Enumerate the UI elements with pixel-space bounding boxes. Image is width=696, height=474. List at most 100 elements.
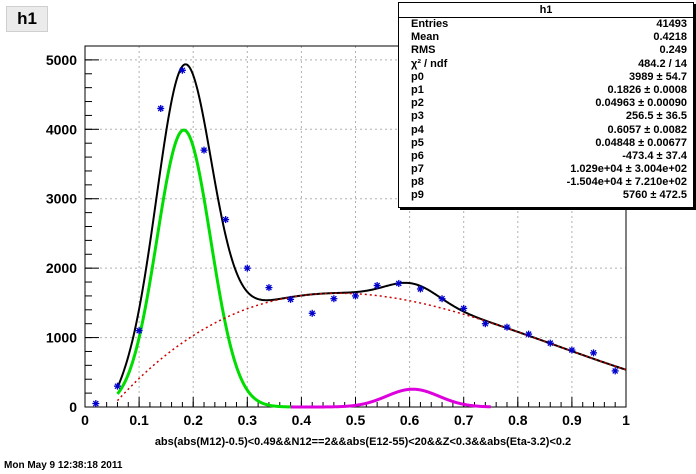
x-tick-label: 0.5: [346, 412, 366, 428]
data-point: [590, 349, 598, 357]
stats-row-name: p0: [411, 70, 424, 83]
data-point: [438, 295, 446, 303]
stats-row-rms: RMS 0.249: [399, 44, 693, 57]
stats-row-value: 0.04848 ± 0.00677: [595, 136, 687, 149]
data-point-stroke: [287, 296, 294, 303]
x-tick-label: 0.4: [292, 412, 312, 428]
stats-row-name: p9: [411, 189, 424, 202]
y-tick-label: 3000: [46, 191, 77, 207]
data-point: [460, 304, 468, 312]
stats-row-p5: p5 0.04848 ± 0.00677: [399, 137, 693, 150]
data-point-stroke: [612, 367, 619, 374]
stats-row-mean: Mean 0.4218: [399, 31, 693, 44]
y-tick-label: 5000: [46, 52, 77, 68]
data-point: [178, 66, 186, 74]
fit-curves: [116, 63, 627, 409]
fit-curve-gaus1: [116, 128, 302, 409]
stats-title: h1: [399, 3, 693, 18]
fit-curve-gaus2: [290, 387, 491, 409]
y-tick-label: 0: [69, 399, 77, 415]
data-point: [373, 282, 381, 290]
data-point-stroke: [568, 347, 575, 354]
data-point: [157, 104, 165, 112]
stats-row-value: 484.2 / 14: [638, 57, 687, 70]
stats-row-value: -1.504e+04 ± 7.210e+02: [566, 176, 687, 189]
data-point: [243, 264, 251, 272]
stats-row-name: χ² / ndf: [411, 57, 448, 70]
stats-row-p1: p1 0.1826 ± 0.0008: [399, 84, 693, 97]
data-point: [352, 292, 359, 300]
y-tick-label: 2000: [46, 260, 77, 276]
data-point-stroke: [352, 292, 359, 299]
data-points: [92, 66, 619, 408]
stats-row-p2: p2 0.04963 ± 0.00090: [399, 97, 693, 110]
timestamp-footer: Mon May 9 12:38:18 2011: [4, 460, 123, 471]
stats-row-value: 1.029e+04 ± 3.004e+02: [570, 163, 687, 176]
data-point-stroke: [136, 327, 143, 334]
data-point-stroke: [417, 286, 424, 292]
stats-row-value: -473.4 ± 37.4: [622, 149, 687, 162]
x-tick-label: 0.1: [129, 412, 149, 428]
data-point-stroke: [547, 340, 554, 347]
data-point: [200, 146, 208, 154]
x-tick-label: 0.3: [238, 412, 258, 428]
x-tick-label: 0.9: [562, 412, 582, 428]
x-tick-label: 0.8: [508, 412, 528, 428]
stats-row-name: p5: [411, 136, 424, 149]
data-point-stroke: [504, 324, 510, 331]
stats-row-p7: p7 1.029e+04 ± 3.004e+02: [399, 163, 693, 176]
fit-curve-poly3: [116, 292, 627, 402]
stats-row-value: 5760 ± 472.5: [622, 189, 687, 202]
data-point: [503, 323, 511, 331]
data-point: [481, 320, 489, 328]
data-point-stroke: [374, 282, 381, 289]
data-point-stroke: [460, 305, 467, 312]
stats-row-ndf: χ² / ndf 484.2 / 14: [399, 58, 693, 71]
data-point: [568, 346, 576, 354]
stats-row-p4: p4 0.6057 ± 0.0082: [399, 124, 693, 137]
data-point-stroke: [244, 265, 251, 272]
data-point: [222, 216, 230, 224]
stats-row-p6: p6 -473.4 ± 37.4: [399, 150, 693, 163]
x-axis-label: abs(abs(M12)-0.5)<0.49&&N12==2&&abs(E12-…: [154, 436, 572, 448]
stats-row-p9: p9 5760 ± 472.5: [399, 189, 693, 202]
stats-row-name: RMS: [411, 44, 436, 57]
data-point-stroke: [114, 383, 121, 390]
data-point-stroke: [482, 320, 489, 327]
stats-row-value: 0.04963 ± 0.00090: [595, 97, 687, 110]
x-tick-label: 1: [622, 412, 630, 428]
data-point-stroke: [265, 284, 272, 291]
data-point: [135, 327, 143, 335]
x-tick-label: 0.6: [400, 412, 420, 428]
data-point-stroke: [92, 400, 99, 407]
data-point: [308, 309, 316, 317]
stats-row-name: p2: [411, 97, 424, 110]
stats-row-value: 256.5 ± 36.5: [625, 110, 687, 123]
y-tick-label: 1000: [46, 330, 77, 346]
stats-row-name: p6: [411, 149, 424, 162]
x-tick-label: 0: [81, 412, 89, 428]
data-point-stroke: [395, 280, 402, 287]
data-point: [395, 279, 403, 287]
data-point: [287, 295, 295, 303]
stats-row-name: p4: [411, 123, 424, 136]
stats-box: h1 Entries 41493 Mean 0.4218 RMS 0.249 χ² / nd…: [398, 2, 694, 208]
data-point: [113, 382, 121, 390]
stats-row-name: p3: [411, 110, 424, 123]
stats-row-value: 3989 ± 54.7: [628, 70, 687, 83]
histogram-title: h1: [6, 6, 48, 32]
stats-row-name: Mean: [411, 31, 440, 44]
data-point: [525, 330, 533, 338]
data-point-stroke: [179, 67, 186, 74]
stats-row-value: 41493: [656, 18, 687, 30]
data-point-stroke: [439, 295, 446, 302]
data-point: [546, 339, 554, 347]
data-point: [330, 295, 338, 303]
data-point-stroke: [330, 295, 337, 302]
data-point: [416, 285, 424, 293]
stats-row-value: 0.6057 ± 0.0082: [607, 123, 687, 136]
stats-row-p8: p8 -1.504e+04 ± 7.210e+02: [399, 176, 693, 189]
stats-row-name: p1: [411, 83, 424, 96]
data-point: [265, 284, 273, 292]
stats-row-name: p8: [411, 176, 424, 189]
